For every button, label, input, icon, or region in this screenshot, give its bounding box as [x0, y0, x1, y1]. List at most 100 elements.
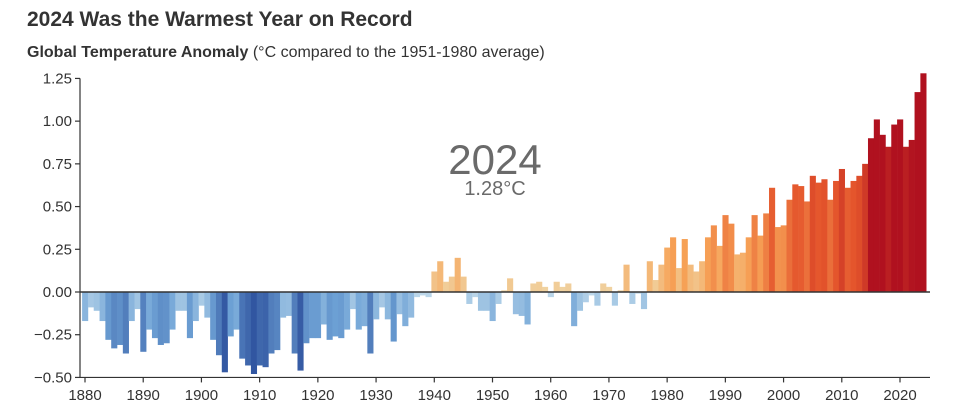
bar-2003: [798, 186, 805, 292]
bar-1972: [617, 290, 624, 292]
bar-1887: [122, 292, 129, 354]
bar-1951: [495, 292, 502, 304]
bar-1917: [297, 292, 304, 371]
bar-1964: [571, 292, 578, 327]
bar-1991: [728, 223, 735, 292]
bar-2015: [867, 138, 875, 292]
x-tick-label: 2010: [825, 387, 858, 404]
bar-1989: [716, 245, 723, 292]
bar-1990: [722, 215, 729, 292]
bar-1963: [565, 283, 572, 292]
bar-1945: [460, 276, 467, 292]
bar-2020: [897, 119, 904, 293]
bar-1903: [215, 292, 223, 356]
bar-1910: [256, 292, 263, 366]
bar-1930: [373, 292, 380, 320]
bar-1999: [774, 227, 781, 292]
x-tick-label: 1930: [359, 387, 392, 404]
bar-1919: [309, 292, 316, 339]
bar-1886: [117, 292, 124, 345]
bar-1931: [378, 292, 386, 308]
bar-2013: [856, 175, 863, 292]
bar-1891: [146, 292, 153, 330]
bar-1944: [454, 257, 461, 292]
bar-1924: [338, 292, 345, 339]
x-tick-label: 1890: [127, 387, 160, 404]
bar-1947: [472, 292, 479, 298]
bar-1911: [262, 292, 269, 368]
bar-1934: [396, 292, 403, 315]
y-tick-label: −0.50: [34, 369, 72, 386]
bar-1978: [652, 280, 659, 292]
bar-2014: [862, 163, 869, 292]
bar-1968: [594, 292, 601, 306]
bar-1933: [390, 292, 397, 342]
bar-1946: [466, 292, 473, 304]
bar-1896: [175, 292, 182, 311]
bar-1936: [408, 292, 415, 318]
bar-1927: [355, 292, 362, 330]
annotation-year: 2024: [448, 136, 541, 183]
bar-2016: [873, 119, 880, 293]
bar-1961: [553, 281, 560, 292]
bar-1905: [227, 292, 234, 337]
bar-1954: [512, 292, 519, 315]
x-tick-label: 1900: [185, 387, 218, 404]
bar-1976: [640, 292, 648, 310]
bar-2024: [920, 73, 927, 292]
x-tick-label: 1950: [476, 387, 509, 404]
bar-1981: [670, 237, 677, 292]
bar-1996: [757, 235, 764, 292]
x-tick-label: 1940: [418, 387, 451, 404]
bar-1958: [536, 281, 543, 292]
x-tick-label: 2020: [883, 387, 916, 404]
bar-1922: [326, 292, 333, 340]
x-tick-label: 1910: [243, 387, 276, 404]
bar-1908: [245, 292, 252, 366]
bar-1882: [93, 292, 100, 311]
bar-1938: [419, 292, 426, 296]
bar-1997: [763, 213, 770, 292]
bar-1967: [588, 292, 595, 296]
bar-2000: [780, 225, 787, 292]
bar-1883: [99, 292, 106, 322]
bar-1992: [734, 254, 741, 292]
bar-1953: [507, 278, 514, 292]
y-tick-label: 0.00: [43, 284, 72, 301]
bar-1888: [128, 292, 135, 322]
bar-2011: [844, 187, 851, 292]
bar-1899: [192, 292, 199, 322]
bar-1956: [524, 292, 531, 325]
bar-2021: [902, 146, 910, 292]
bar-1902: [210, 292, 217, 340]
bar-1966: [582, 292, 589, 303]
bar-1884: [105, 292, 112, 340]
bar-1893: [157, 292, 164, 345]
bar-2012: [850, 180, 857, 292]
bar-1920: [314, 292, 322, 339]
bar-1890: [140, 292, 147, 352]
annotation-value: 1.28°C: [464, 178, 525, 200]
bar-1880: [82, 292, 89, 322]
y-tick-label: 0.75: [43, 156, 72, 173]
bar-1929: [367, 292, 374, 354]
bar-1894: [163, 292, 170, 344]
bar-1928: [361, 292, 368, 327]
bar-1974: [629, 292, 636, 304]
bar-1915: [285, 292, 292, 316]
bar-1979: [658, 264, 665, 292]
bar-1916: [291, 292, 298, 354]
bar-1909: [250, 292, 258, 375]
bar-1980: [664, 247, 671, 292]
bar-2005: [809, 175, 816, 292]
bar-1965: [576, 292, 584, 311]
bar-1960: [547, 292, 554, 298]
chart-title: 2024 Was the Warmest Year on Record: [27, 8, 413, 31]
y-tick-label: 1.25: [43, 70, 72, 87]
x-tick-label: 1960: [534, 387, 567, 404]
bar-2022: [908, 139, 915, 292]
bar-1885: [111, 292, 118, 349]
bar-2004: [803, 201, 811, 292]
bar-1937: [413, 292, 421, 298]
